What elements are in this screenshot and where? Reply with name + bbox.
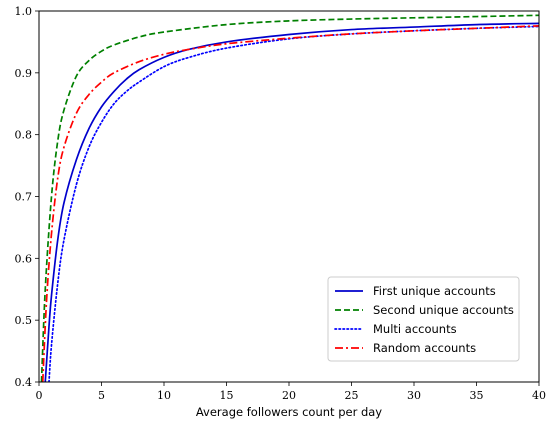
legend-label: Second unique accounts [373,303,514,317]
x-tick-label: 5 [98,389,105,402]
x-tick-label: 25 [345,389,359,402]
x-tick-label: 10 [157,389,171,402]
x-tick-label: 20 [282,389,296,402]
y-tick-label: 1.0 [15,5,33,18]
y-tick-label: 0.6 [15,252,33,265]
y-tick-label: 0.9 [15,67,33,80]
y-tick-label: 0.4 [15,376,33,389]
x-tick-label: 15 [220,389,234,402]
legend-label: Multi accounts [373,322,457,336]
y-tick-label: 0.7 [15,191,33,204]
legend: First unique accounts Second unique accou… [328,277,519,361]
y-tick-label: 0.8 [15,129,33,142]
x-tick-label: 35 [470,389,484,402]
legend-label: First unique accounts [373,284,496,298]
x-tick-label: 30 [407,389,421,402]
legend-label: Random accounts [373,341,476,355]
x-axis-label: Average followers count per day [196,405,382,419]
y-tick-label: 0.5 [15,314,33,327]
x-tick-label: 0 [36,389,43,402]
y-axis-ticks: 0.4 0.5 0.6 0.7 0.8 0.9 1.0 [15,5,40,389]
x-tick-label: 40 [532,389,546,402]
